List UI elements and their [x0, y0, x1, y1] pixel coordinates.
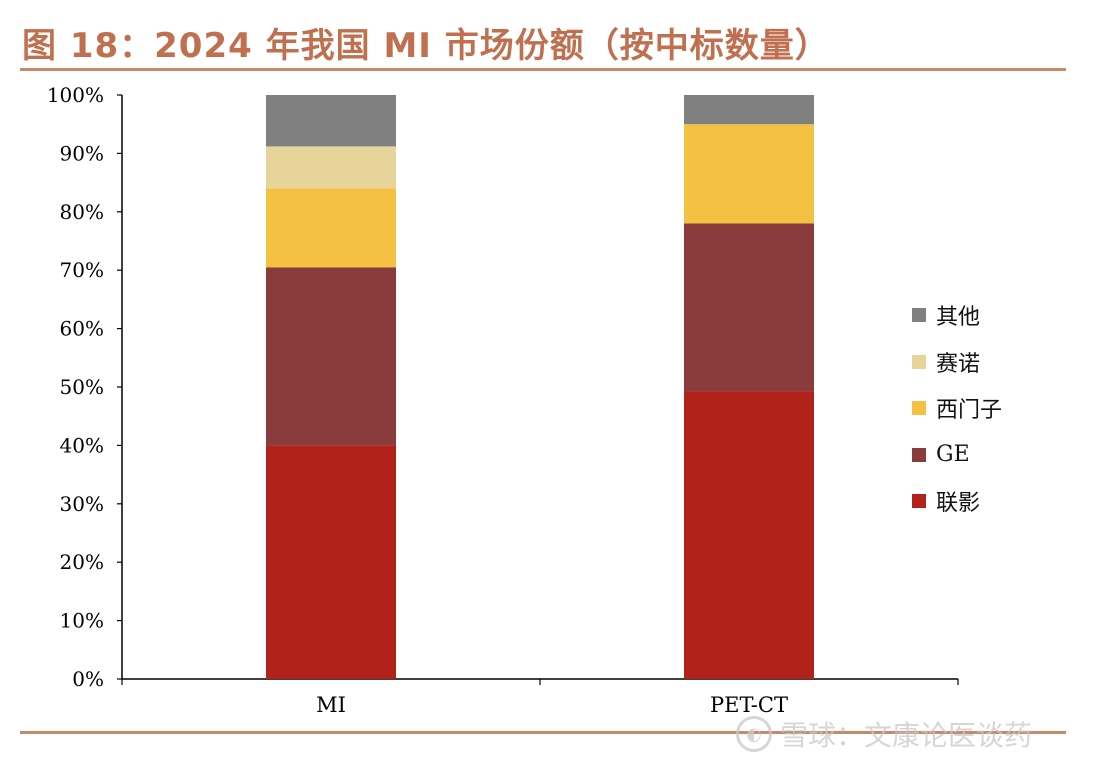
y-tick-label: 100% [47, 83, 104, 107]
y-tick-label: 90% [60, 141, 104, 165]
legend-swatch [912, 354, 926, 369]
bar-segment [266, 188, 396, 268]
snowball-logo-icon: ◐ [736, 716, 772, 752]
bar-segment [684, 95, 814, 125]
y-tick-label: 10% [60, 609, 104, 633]
bar-segment [684, 223, 814, 392]
legend-item: GE [912, 432, 1002, 479]
title-divider [20, 68, 1066, 71]
legend-swatch [912, 401, 926, 416]
legend-label: 联影 [936, 491, 981, 517]
legend-label: 赛诺 [936, 351, 981, 377]
watermark: ◐ 雪球：文康论医谈药 [736, 714, 1032, 754]
y-tick-label: 80% [60, 200, 104, 224]
legend-item: 西门子 [912, 385, 1002, 432]
chart-legend: 其他赛诺西门子 GE 联影 [912, 292, 1002, 525]
legend-swatch [912, 447, 926, 462]
y-tick-label: 20% [60, 550, 104, 574]
legend-item: 赛诺 [912, 339, 1002, 386]
y-tick-label: 50% [60, 375, 104, 399]
legend-label: 其他 [936, 305, 981, 331]
watermark-text: 雪球：文康论医谈药 [780, 719, 1033, 752]
y-tick-label: 30% [60, 492, 104, 516]
y-tick-label: 40% [60, 433, 104, 457]
bar-segment [684, 124, 814, 224]
legend-item: 联影 [912, 478, 1002, 525]
legend-label: GE [936, 442, 970, 468]
bar-segment [684, 391, 814, 679]
legend-item: 其他 [912, 292, 1002, 339]
footer-divider [20, 731, 1066, 734]
bar-segment [266, 445, 396, 679]
legend-label: 西门子 [936, 398, 1003, 424]
y-tick-label: 60% [60, 317, 104, 341]
x-tick-label: MI [316, 693, 346, 717]
legend-swatch [912, 494, 926, 509]
y-tick-label: 70% [60, 258, 104, 282]
x-tick-label: PET-CT [710, 693, 788, 717]
bar-segment [266, 267, 396, 446]
bar-segment [266, 146, 396, 189]
chart-title: 图 18：2024 年我国 MI 市场份额（按中标数量） [22, 26, 830, 66]
bar-segment [266, 95, 396, 147]
legend-swatch [912, 308, 926, 323]
y-tick-label: 0% [72, 667, 104, 691]
